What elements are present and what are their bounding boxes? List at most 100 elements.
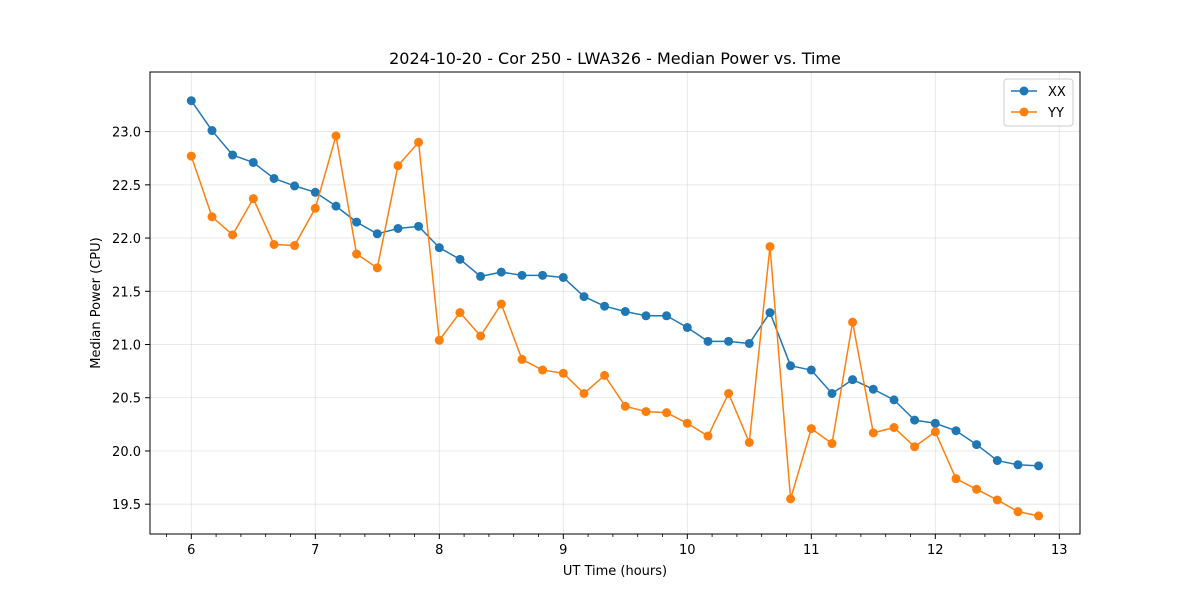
legend-marker-yy	[1019, 107, 1029, 117]
data-point-yy	[682, 418, 692, 428]
legend-label-yy: YY	[1047, 106, 1064, 121]
data-point-xx	[889, 395, 899, 405]
data-point-yy	[641, 407, 651, 417]
data-point-xx	[600, 301, 610, 311]
data-point-xx	[186, 96, 196, 106]
data-point-yy	[434, 335, 444, 345]
data-point-yy	[765, 242, 775, 252]
data-point-xx	[414, 221, 424, 231]
y-tick-label: 22.0	[112, 232, 141, 247]
data-point-xx	[331, 201, 341, 211]
x-tick-label: 8	[435, 543, 443, 558]
data-point-xx	[951, 426, 961, 436]
y-tick-label: 20.5	[112, 392, 141, 407]
data-point-yy	[910, 442, 920, 452]
data-point-xx	[662, 311, 672, 321]
data-point-xx	[620, 307, 630, 317]
x-tick-label: 12	[927, 543, 944, 558]
data-point-yy	[352, 249, 362, 259]
data-point-yy	[290, 241, 300, 251]
data-point-yy	[455, 308, 465, 318]
data-point-yy	[848, 317, 858, 327]
data-point-xx	[744, 338, 754, 348]
y-tick-label: 22.5	[112, 179, 141, 194]
y-tick-label: 21.0	[112, 339, 141, 354]
x-tick-label: 6	[187, 543, 195, 558]
x-tick-label: 11	[803, 543, 820, 558]
data-point-xx	[496, 267, 506, 277]
y-tick-label: 21.5	[112, 285, 141, 300]
series-layer	[186, 96, 1044, 521]
data-point-yy	[186, 151, 196, 161]
data-point-xx	[1034, 461, 1044, 471]
data-point-xx	[848, 375, 858, 385]
data-point-xx	[786, 361, 796, 371]
data-point-yy	[414, 137, 424, 147]
legend-label-xx: XX	[1048, 85, 1066, 100]
data-point-yy	[600, 370, 610, 380]
data-point-xx	[310, 187, 320, 197]
x-axis-label: UT Time (hours)	[563, 564, 667, 579]
data-point-xx	[992, 456, 1002, 466]
data-point-xx	[972, 440, 982, 450]
data-point-yy	[496, 299, 506, 309]
data-point-yy	[930, 427, 940, 437]
data-point-xx	[352, 217, 362, 227]
data-point-xx	[290, 181, 300, 191]
data-point-yy	[724, 388, 734, 398]
y-axis-label: Median Power (CPU)	[89, 237, 104, 368]
data-point-xx	[868, 384, 878, 394]
grid-lines	[150, 72, 1080, 534]
data-point-yy	[972, 484, 982, 494]
data-point-yy	[744, 437, 754, 447]
plot-frame	[149, 71, 1081, 535]
data-point-xx	[538, 270, 548, 280]
legend-marker-xx	[1019, 86, 1029, 96]
data-point-xx	[930, 418, 940, 428]
data-point-xx	[579, 292, 589, 302]
data-point-yy	[827, 439, 837, 449]
x-tick-label: 13	[1051, 543, 1068, 558]
data-point-xx	[703, 336, 713, 346]
data-point-xx	[641, 311, 651, 321]
data-point-yy	[269, 239, 279, 249]
data-point-yy	[620, 401, 630, 411]
data-point-yy	[372, 263, 382, 273]
data-point-yy	[538, 365, 548, 375]
data-point-yy	[868, 428, 878, 438]
data-point-yy	[393, 161, 403, 171]
data-point-xx	[724, 336, 734, 346]
series-line-yy	[190, 135, 1039, 517]
chart-title: 2024-10-20 - Cor 250 - LWA326 - Median P…	[389, 49, 841, 68]
data-point-yy	[248, 194, 258, 204]
data-point-xx	[269, 173, 279, 183]
data-point-xx	[558, 272, 568, 282]
legend: XX YY	[1003, 78, 1074, 127]
data-point-yy	[579, 388, 589, 398]
data-point-yy	[992, 495, 1002, 505]
data-point-xx	[207, 126, 217, 136]
data-point-yy	[703, 431, 713, 441]
x-tick-label: 9	[559, 543, 567, 558]
data-point-yy	[806, 424, 816, 434]
data-point-yy	[951, 474, 961, 484]
data-point-yy	[786, 494, 796, 504]
y-tick-label: 20.0	[112, 445, 141, 460]
data-point-yy	[1034, 511, 1044, 521]
data-point-xx	[434, 243, 444, 253]
data-point-yy	[207, 212, 217, 222]
x-tick-label: 10	[679, 543, 696, 558]
data-point-xx	[1013, 460, 1023, 470]
data-point-yy	[558, 368, 568, 378]
data-point-xx	[228, 150, 238, 160]
data-point-xx	[372, 229, 382, 239]
x-tick-label: 7	[311, 543, 319, 558]
data-point-xx	[765, 308, 775, 318]
axes: 6 7 8 9 10 11 12 13 19.5 20.0 20.5 21.0 21.5 22.0 22.5…	[112, 126, 1068, 558]
data-point-xx	[476, 271, 486, 281]
y-tick-label: 19.5	[112, 498, 141, 513]
data-point-yy	[331, 131, 341, 141]
data-point-yy	[662, 408, 672, 418]
data-point-yy	[889, 423, 899, 433]
